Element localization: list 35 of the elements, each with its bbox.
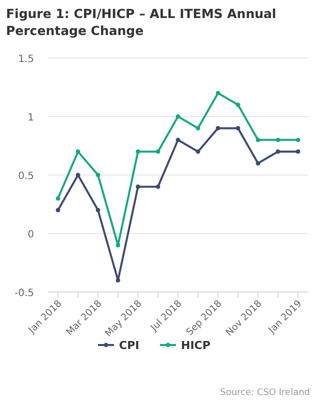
legend-label: CPI [119,339,140,352]
point [216,126,220,130]
point [76,149,80,154]
point [236,102,240,107]
legend-label: HICP [181,339,210,352]
y-tick-label: 1 [28,112,34,124]
point [196,149,200,154]
point [136,184,140,189]
point [296,149,300,154]
point [136,149,140,154]
point [256,138,260,142]
point [56,196,60,201]
point [176,114,180,119]
point [196,126,200,130]
point [156,184,160,189]
point [256,161,260,166]
point [296,138,300,142]
chart-title: Figure 1: CPI/HICP – ALL ITEMS Annual Percentage Change [6,6,276,38]
point [96,208,100,212]
y-tick-label: 1.5 [18,54,34,65]
y-tick-label: 0.5 [18,171,34,182]
point [96,172,100,178]
point [276,138,280,142]
point [76,172,80,178]
y-tick-label: -0.5 [14,288,34,299]
point [116,278,120,282]
point [116,243,120,248]
source-note: Source: CSO Ireland [220,388,310,398]
point [236,126,240,130]
point [276,149,280,154]
point [216,90,220,96]
point [176,138,180,142]
point [156,149,160,154]
y-tick-label: 0 [28,230,34,240]
point [56,208,60,212]
